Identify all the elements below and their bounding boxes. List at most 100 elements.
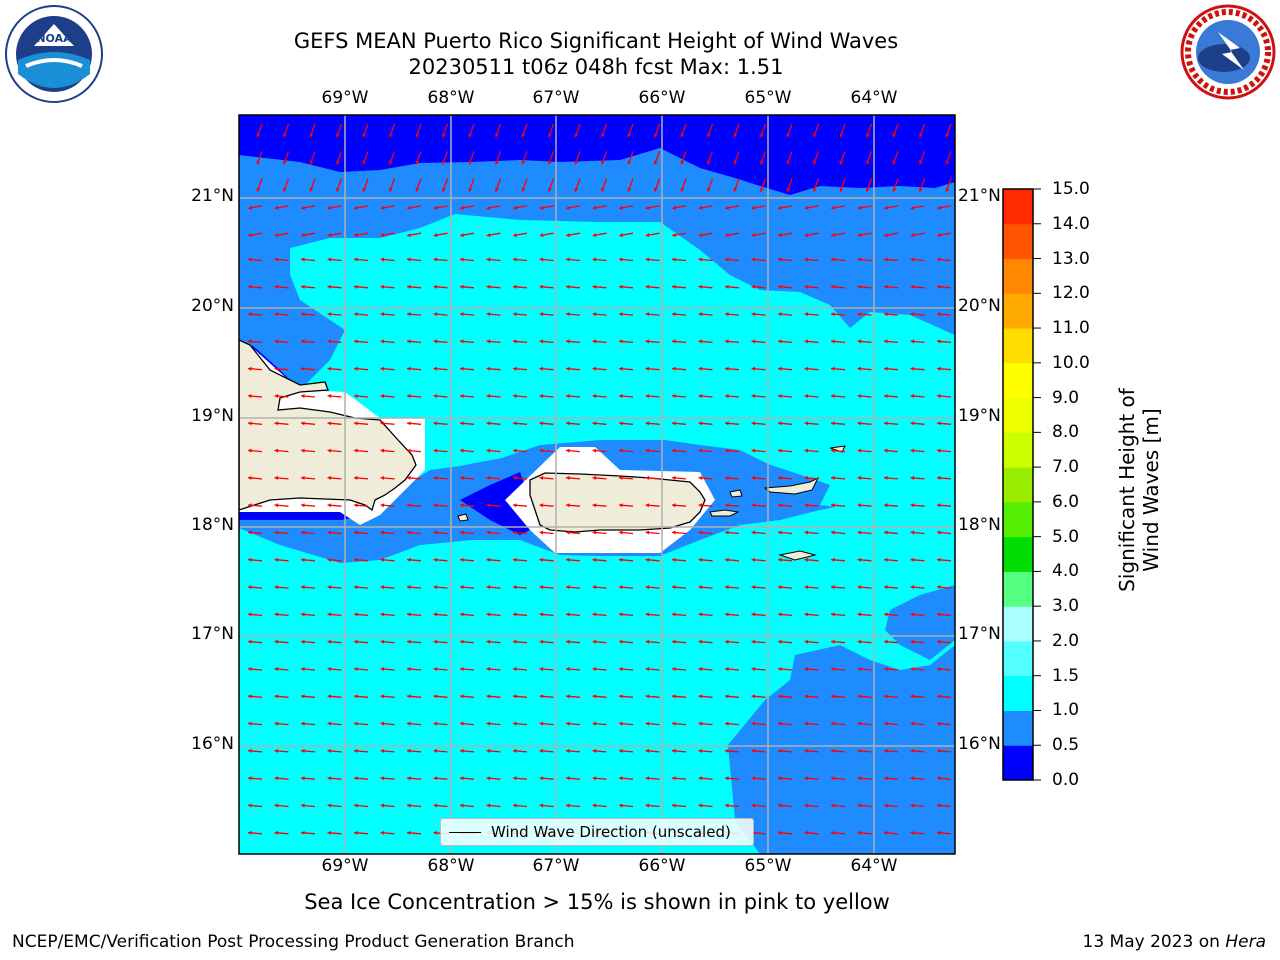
wind-wave-arrow-head	[354, 530, 358, 535]
lat-label-left: 20°N	[191, 296, 234, 316]
wind-wave-arrow-head	[354, 585, 358, 590]
wind-wave-arrow-head	[910, 205, 915, 210]
wind-wave-arrow-head	[804, 612, 809, 617]
wind-wave-arrow-head	[547, 160, 552, 165]
wind-wave-arrow-head	[778, 639, 782, 644]
wind-wave-arrow-head	[751, 284, 756, 289]
colorbar-band	[1003, 189, 1033, 225]
wind-wave-arrow-head	[733, 187, 738, 192]
wind-wave-arrow-head	[706, 160, 711, 165]
wind-wave-arrow-head	[460, 694, 464, 699]
wind-wave-arrow-head	[937, 721, 941, 726]
wind-wave-arrow-head	[354, 503, 358, 508]
wind-wave-arrow-head	[460, 585, 464, 590]
wind-wave-arrow-head	[751, 748, 756, 754]
wind-wave-arrow-head	[937, 776, 941, 781]
wind-wave-arrow-head	[327, 748, 332, 754]
wind-wave-arrow-head	[301, 503, 305, 508]
wind-wave-arrow-head	[804, 448, 809, 453]
wind-wave-arrow-head	[539, 721, 544, 726]
wind-wave-arrow-head	[460, 257, 464, 262]
wind-wave-arrow-head	[804, 776, 809, 781]
wind-wave-arrow-head	[248, 448, 252, 453]
wind-wave-arrow-head	[831, 233, 835, 238]
wind-wave-arrow-head	[407, 421, 411, 426]
wind-wave-arrow-head	[354, 721, 358, 726]
wind-wave-arrow-head	[778, 667, 782, 672]
wind-wave-arrow-head	[362, 160, 367, 165]
wind-wave-arrow-head	[566, 421, 570, 426]
wind-wave-arrow-head	[751, 257, 756, 262]
wind-wave-arrow-head	[574, 187, 579, 192]
wind-wave-arrow-head	[672, 667, 676, 672]
land-anegada	[829, 445, 846, 453]
wind-wave-arrow-head	[592, 612, 597, 617]
wind-wave-arrow-head	[380, 366, 385, 371]
wind-wave-arrow-head	[804, 748, 809, 754]
wind-wave-arrow-head	[839, 187, 844, 192]
wind-wave-arrow-head	[248, 721, 252, 726]
wind-wave-arrow-head	[865, 187, 870, 192]
wind-wave-arrow-head	[592, 284, 597, 289]
wind-wave-arrow-head	[645, 394, 650, 399]
wind-wave-arrow-head	[698, 721, 703, 726]
wind-wave-arrow-head	[778, 366, 782, 371]
wind-wave-arrow-head	[486, 530, 491, 535]
wind-wave-arrow-head	[672, 257, 676, 262]
wind-wave-arrow-head	[256, 160, 261, 165]
wind-wave-arrow-head	[698, 421, 703, 426]
wind-wave-arrow-head	[380, 748, 385, 754]
wind-wave-arrow-head	[698, 284, 703, 289]
chart-title: GEFS MEAN Puerto Rico Significant Height…	[293, 29, 899, 53]
wind-wave-arrow-head	[354, 312, 358, 317]
wind-wave-arrow-head	[539, 284, 544, 289]
wind-wave-arrow-head	[274, 776, 279, 781]
wind-wave-arrow-head	[354, 612, 358, 617]
colorbar-band	[1003, 606, 1033, 642]
wind-wave-arrow-head	[884, 748, 888, 754]
wind-wave-arrow-head	[380, 448, 385, 453]
wind-wave-arrow-head	[494, 160, 499, 165]
wind-wave-arrow-head	[486, 748, 491, 754]
wind-wave-arrow-head	[274, 557, 279, 562]
wind-wave-arrow-head	[407, 394, 411, 399]
wind-wave-arrow-head	[857, 585, 862, 590]
wind-wave-arrow-head	[380, 421, 385, 426]
wind-wave-arrow-head	[433, 233, 438, 238]
wind-wave-arrow-head	[433, 503, 438, 508]
wind-wave-arrow-head	[698, 475, 703, 481]
wind-wave-arrow-head	[388, 187, 393, 192]
wind-wave-arrow-head	[301, 205, 305, 210]
wind-wave-arrow-head	[725, 394, 729, 399]
wind-wave-arrow-head	[751, 639, 756, 644]
wind-wave-arrow-head	[486, 421, 491, 426]
wind-wave-arrow-head	[725, 205, 729, 210]
wind-wave-arrow-head	[248, 339, 252, 344]
wind-wave-arrow-head	[831, 339, 835, 344]
wind-wave-arrow-head	[804, 394, 809, 399]
wind-wave-arrow-head	[778, 448, 782, 453]
wind-wave-arrow-head	[274, 667, 279, 672]
wind-wave-arrow-head	[407, 694, 411, 699]
wind-wave-arrow-head	[460, 667, 464, 672]
wind-wave-arrow-head	[566, 530, 570, 535]
wind-wave-arrow-head	[857, 366, 862, 371]
wind-wave-arrow-head	[380, 694, 385, 699]
wind-wave-arrow-head	[884, 503, 888, 508]
wind-wave-arrow-head	[857, 233, 862, 238]
wind-wave-arrow-head	[547, 133, 552, 138]
wind-wave-arrow-head	[778, 339, 782, 344]
land-culebra	[729, 489, 743, 498]
wind-wave-arrow-head	[725, 339, 729, 344]
colorbar-band	[1003, 362, 1033, 399]
colorbar-tick: 12.0	[1052, 283, 1090, 303]
wind-wave-arrow-head	[892, 187, 897, 192]
wind-wave-arrow-head	[256, 187, 261, 192]
wind-wave-arrow-head	[539, 475, 544, 481]
wind-wave-arrow-head	[592, 257, 597, 262]
wind-wave-arrow-head	[566, 339, 570, 344]
wind-wave-arrow-head	[698, 339, 703, 344]
wind-wave-arrow-head	[778, 284, 782, 289]
wind-wave-arrow-head	[857, 721, 862, 726]
wind-wave-arrow-head	[918, 160, 923, 165]
